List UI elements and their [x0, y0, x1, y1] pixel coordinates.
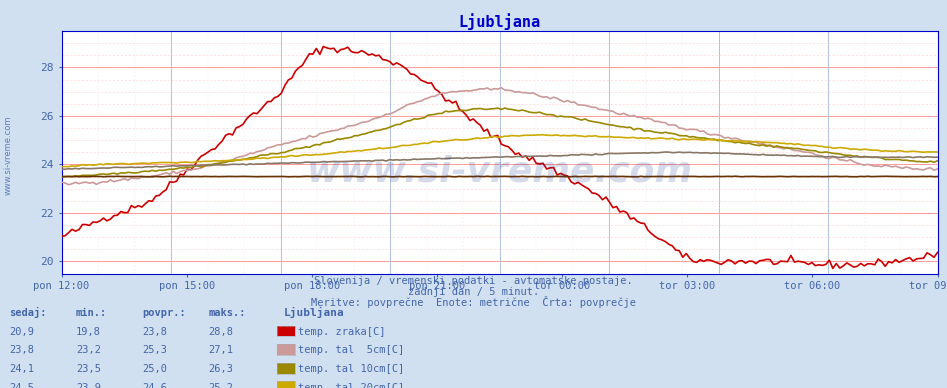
- Text: www.si-vreme.com: www.si-vreme.com: [307, 155, 692, 189]
- Text: temp. tal 20cm[C]: temp. tal 20cm[C]: [298, 383, 404, 388]
- Text: www.si-vreme.com: www.si-vreme.com: [4, 116, 13, 195]
- Text: min.:: min.:: [76, 308, 107, 318]
- Text: temp. tal  5cm[C]: temp. tal 5cm[C]: [298, 345, 404, 355]
- Text: 19,8: 19,8: [76, 327, 100, 337]
- Text: 24,5: 24,5: [9, 383, 34, 388]
- Text: maks.:: maks.:: [208, 308, 246, 318]
- Text: 25,0: 25,0: [142, 364, 167, 374]
- Text: 23,2: 23,2: [76, 345, 100, 355]
- Text: 24,6: 24,6: [142, 383, 167, 388]
- Text: temp. tal 10cm[C]: temp. tal 10cm[C]: [298, 364, 404, 374]
- Text: povpr.:: povpr.:: [142, 308, 186, 318]
- Text: temp. zraka[C]: temp. zraka[C]: [298, 327, 385, 337]
- Text: 25,2: 25,2: [208, 383, 233, 388]
- Text: Ljubljana: Ljubljana: [284, 307, 345, 318]
- Text: 23,5: 23,5: [76, 364, 100, 374]
- Text: sedaj:: sedaj:: [9, 307, 47, 318]
- Text: 20,9: 20,9: [9, 327, 34, 337]
- Text: 23,8: 23,8: [142, 327, 167, 337]
- Text: 26,3: 26,3: [208, 364, 233, 374]
- Text: zadnji dan / 5 minut.: zadnji dan / 5 minut.: [408, 287, 539, 297]
- Title: Ljubljana: Ljubljana: [458, 13, 541, 30]
- Text: 23,8: 23,8: [9, 345, 34, 355]
- Text: Slovenija / vremenski podatki - avtomatske postaje.: Slovenija / vremenski podatki - avtomats…: [314, 276, 633, 286]
- Text: 28,8: 28,8: [208, 327, 233, 337]
- Text: 24,1: 24,1: [9, 364, 34, 374]
- Text: 23,9: 23,9: [76, 383, 100, 388]
- Text: 25,3: 25,3: [142, 345, 167, 355]
- Text: Meritve: povprečne  Enote: metrične  Črta: povprečje: Meritve: povprečne Enote: metrične Črta:…: [311, 296, 636, 308]
- Text: 27,1: 27,1: [208, 345, 233, 355]
